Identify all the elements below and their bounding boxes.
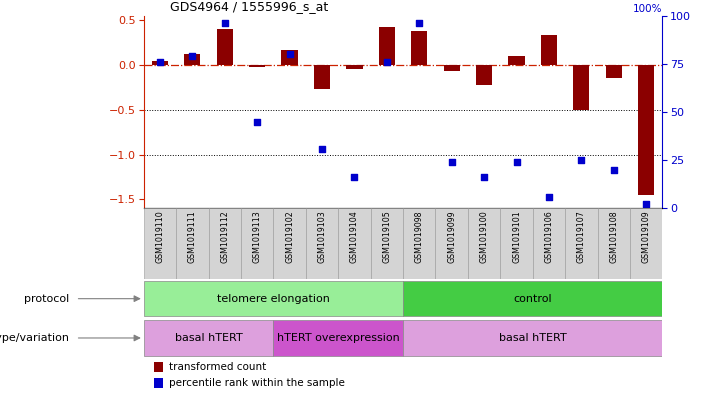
Bar — [176, 208, 208, 279]
Text: GSM1019107: GSM1019107 — [577, 210, 586, 263]
Text: GSM1019101: GSM1019101 — [512, 210, 521, 263]
Point — [446, 159, 457, 165]
Bar — [508, 56, 524, 65]
Point — [284, 51, 295, 57]
Text: protocol: protocol — [24, 294, 69, 304]
Bar — [144, 320, 273, 356]
Text: GSM1019098: GSM1019098 — [415, 210, 424, 263]
Bar — [638, 65, 654, 195]
Bar — [152, 61, 168, 65]
Text: GSM1019103: GSM1019103 — [318, 210, 327, 263]
Point — [381, 59, 393, 65]
Bar — [606, 65, 622, 77]
Bar — [403, 320, 662, 356]
Bar — [573, 65, 590, 110]
Bar — [630, 208, 662, 279]
Bar — [282, 50, 298, 65]
Point — [252, 119, 263, 125]
Bar — [541, 35, 557, 65]
Text: basal hTERT: basal hTERT — [499, 333, 566, 343]
Point — [154, 59, 165, 65]
Bar — [468, 208, 501, 279]
Bar — [476, 65, 492, 84]
Text: GSM1019113: GSM1019113 — [252, 210, 261, 263]
Text: percentile rank within the sample: percentile rank within the sample — [169, 378, 344, 388]
Text: transformed count: transformed count — [169, 362, 266, 372]
Bar — [154, 362, 163, 372]
Text: GSM1019104: GSM1019104 — [350, 210, 359, 263]
Text: GSM1019100: GSM1019100 — [479, 210, 489, 263]
Point — [219, 20, 231, 27]
Text: GSM1019110: GSM1019110 — [156, 210, 165, 263]
Text: 100%: 100% — [633, 4, 662, 14]
Point — [186, 53, 198, 59]
Bar — [273, 320, 403, 356]
Text: hTERT overexpression: hTERT overexpression — [277, 333, 400, 343]
Text: GSM1019102: GSM1019102 — [285, 210, 294, 263]
Bar — [403, 281, 662, 316]
Bar — [249, 65, 265, 67]
Point — [349, 174, 360, 181]
Bar — [411, 31, 428, 65]
Point — [608, 167, 620, 173]
Bar — [314, 65, 330, 89]
Point — [414, 20, 425, 27]
Text: GSM1019105: GSM1019105 — [382, 210, 391, 263]
Text: control: control — [513, 294, 552, 304]
Text: GSM1019106: GSM1019106 — [545, 210, 554, 263]
Bar — [533, 208, 565, 279]
Point — [543, 194, 554, 200]
Bar — [184, 54, 200, 65]
Text: GSM1019112: GSM1019112 — [220, 210, 229, 263]
Bar — [209, 208, 241, 279]
Bar — [565, 208, 597, 279]
Bar — [501, 208, 533, 279]
Text: GSM1019099: GSM1019099 — [447, 210, 456, 263]
Bar — [444, 65, 460, 71]
Text: basal hTERT: basal hTERT — [175, 333, 243, 343]
Bar — [403, 208, 435, 279]
Bar — [273, 208, 306, 279]
Bar — [597, 208, 630, 279]
Bar — [144, 208, 176, 279]
Point — [576, 157, 587, 163]
Text: GSM1019109: GSM1019109 — [641, 210, 651, 263]
Bar — [346, 65, 362, 70]
Text: genotype/variation: genotype/variation — [0, 333, 69, 343]
Point — [641, 201, 652, 208]
Point — [511, 159, 522, 165]
Bar — [435, 208, 468, 279]
Point — [316, 145, 327, 152]
Bar — [379, 28, 395, 65]
Text: telomere elongation: telomere elongation — [217, 294, 330, 304]
Bar — [241, 208, 273, 279]
Bar — [217, 29, 233, 65]
Bar — [371, 208, 403, 279]
Bar — [338, 208, 371, 279]
Bar — [306, 208, 338, 279]
Text: GSM1019108: GSM1019108 — [609, 210, 618, 263]
Text: GSM1019111: GSM1019111 — [188, 210, 197, 263]
Bar — [154, 378, 163, 387]
Bar — [144, 281, 403, 316]
Point — [479, 174, 490, 181]
Text: GDS4964 / 1555996_s_at: GDS4964 / 1555996_s_at — [170, 0, 328, 13]
